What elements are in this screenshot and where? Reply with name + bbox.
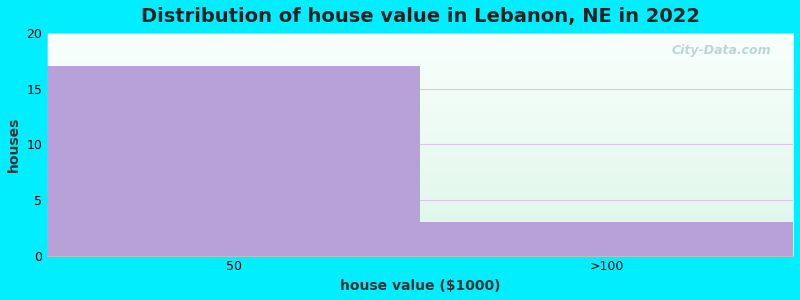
Bar	[47, 66, 420, 256]
Bar	[420, 222, 793, 256]
Title: Distribution of house value in Lebanon, NE in 2022: Distribution of house value in Lebanon, …	[141, 7, 700, 26]
Y-axis label: houses: houses	[7, 117, 21, 172]
X-axis label: house value ($1000): house value ($1000)	[340, 279, 500, 293]
Text: City-Data.com: City-Data.com	[671, 44, 770, 57]
